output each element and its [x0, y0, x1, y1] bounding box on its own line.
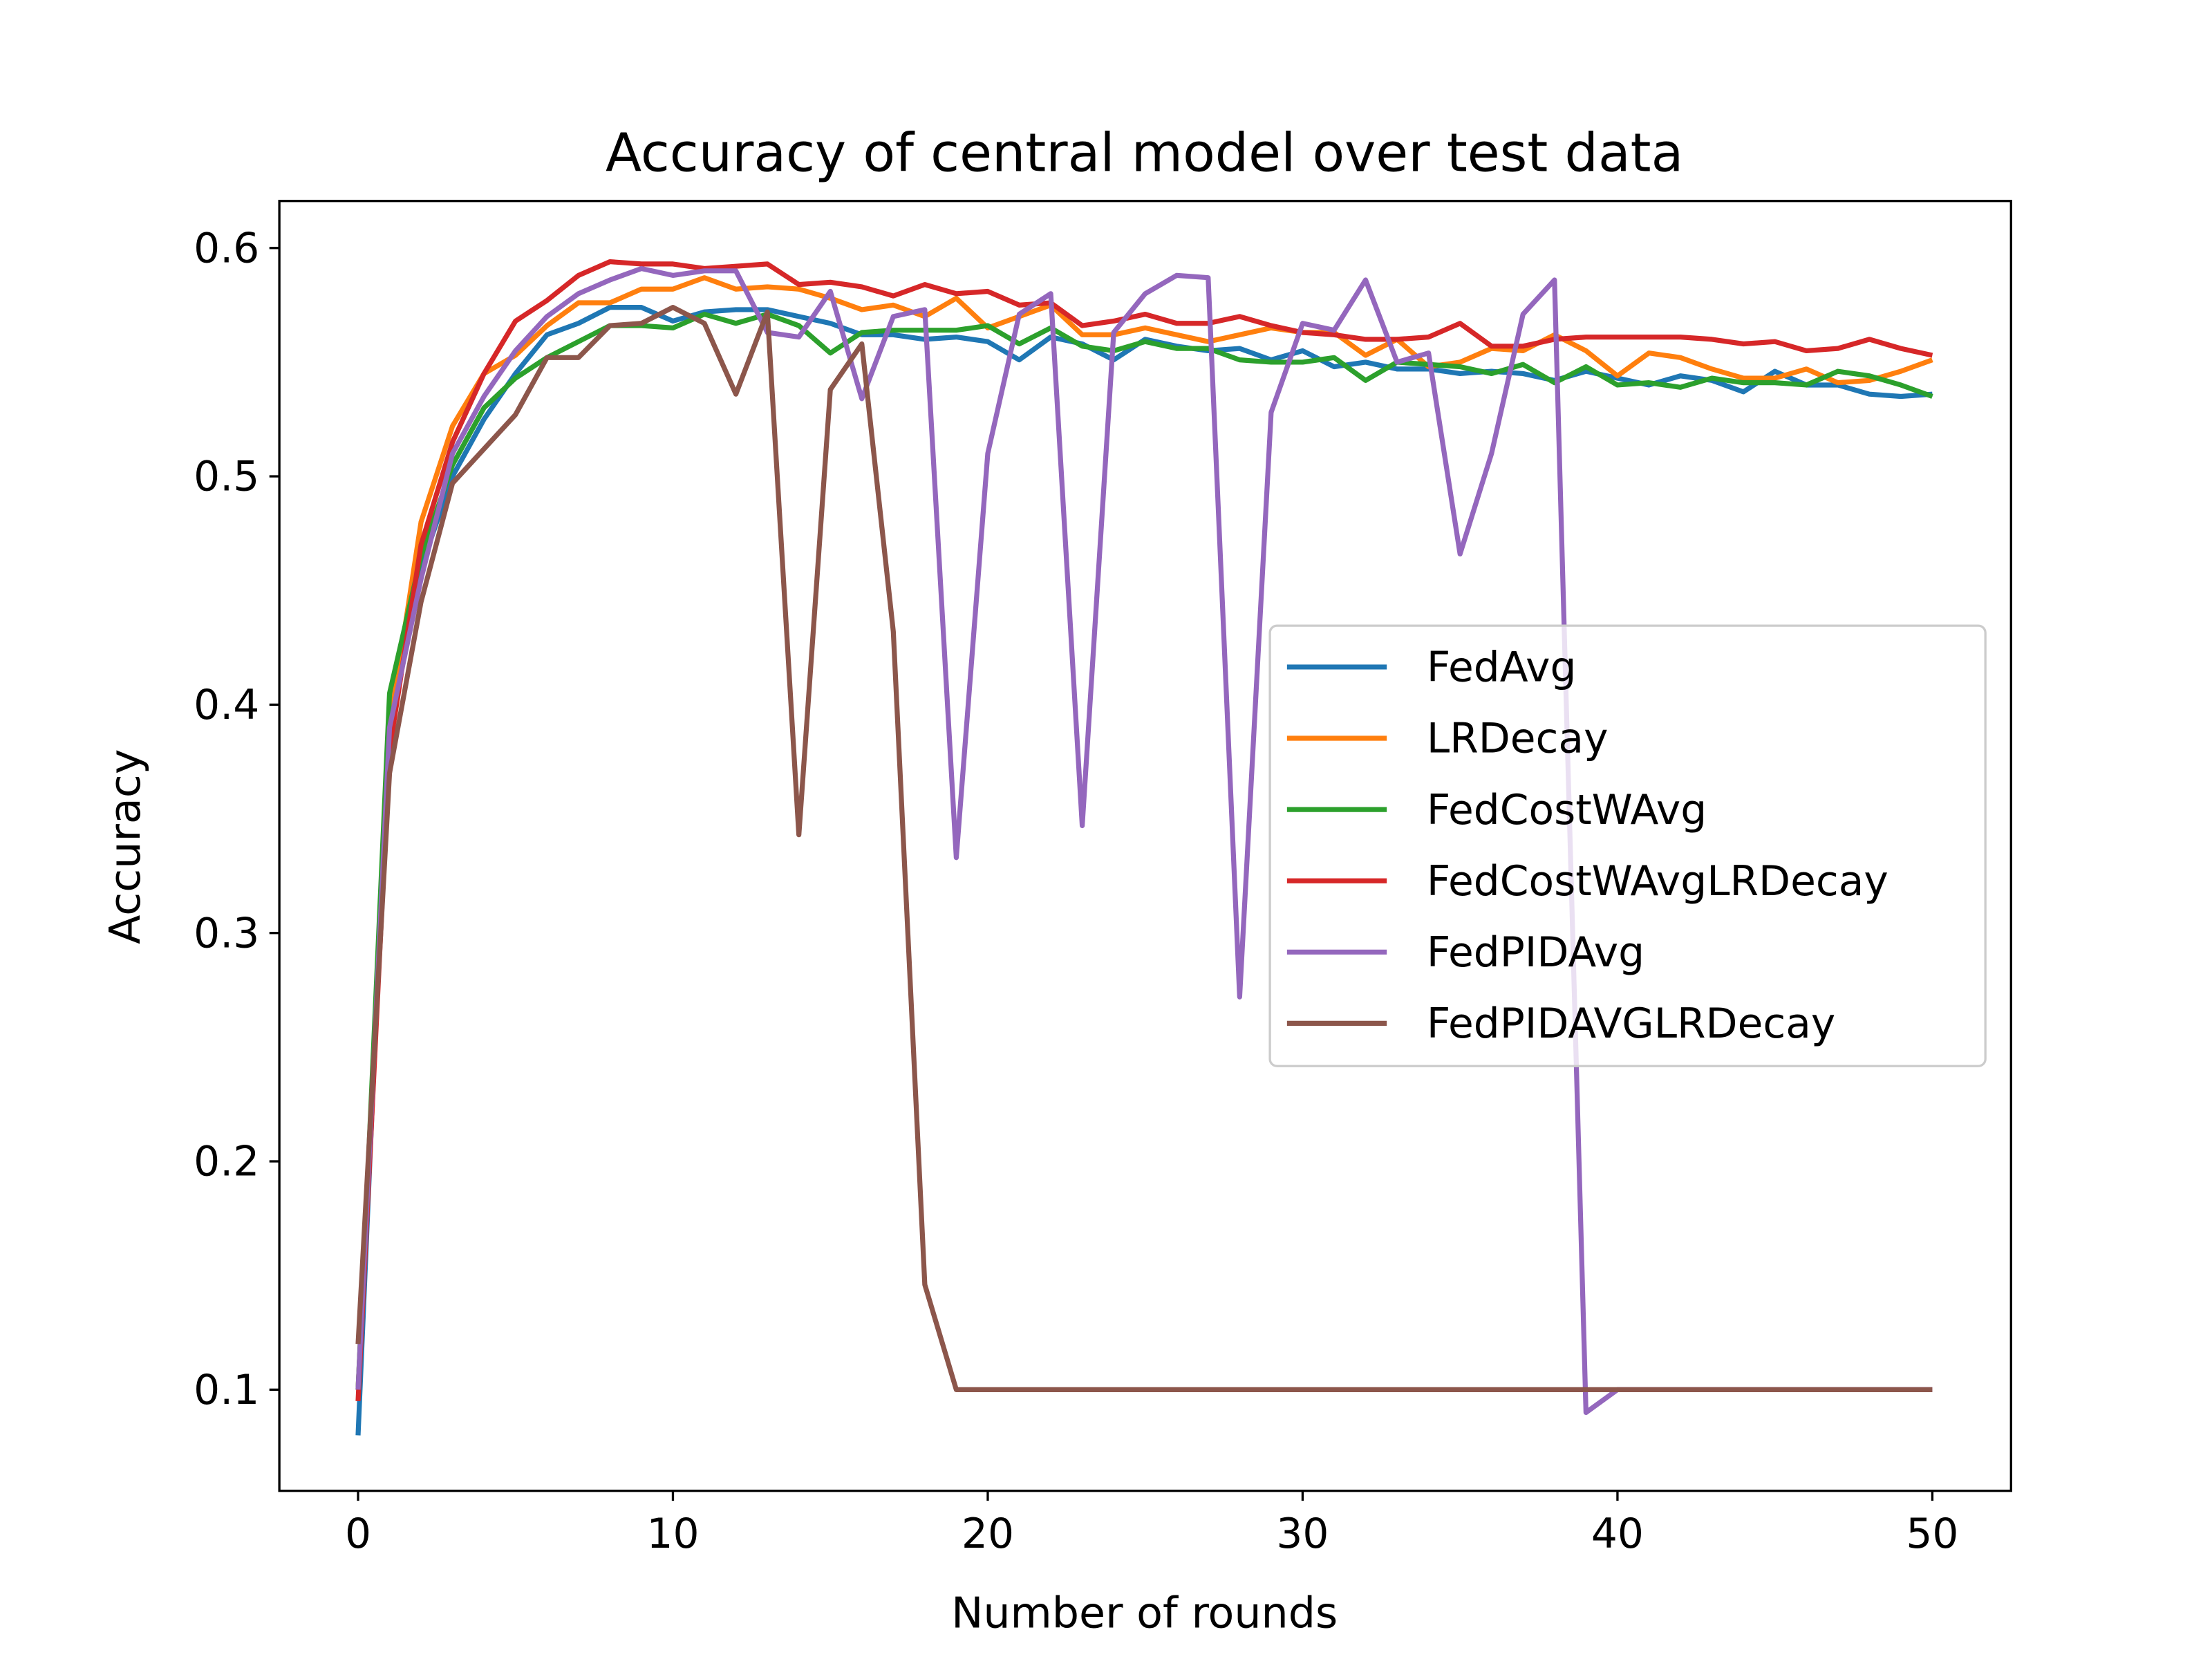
y-tick-label: 0.4	[194, 682, 259, 729]
x-tick-label: 20	[962, 1510, 1014, 1558]
legend-label: FedPIDAVGLRDecay	[1427, 1000, 1835, 1048]
y-tick-label: 0.5	[194, 453, 259, 501]
legend-label: FedCostWAvg	[1427, 787, 1707, 834]
x-tick-label: 30	[1276, 1510, 1329, 1558]
x-axis-label: Number of rounds	[951, 1588, 1338, 1638]
x-tick-label: 0	[345, 1510, 371, 1558]
y-tick-label: 0.2	[194, 1138, 259, 1186]
y-tick-label: 0.3	[194, 910, 259, 957]
axes-frame	[278, 200, 2012, 1492]
chart-title: Accuracy of central model over test data	[606, 122, 1683, 183]
legend-box	[1268, 624, 1987, 1067]
series-line	[355, 259, 1933, 1402]
x-tick-label: 40	[1591, 1510, 1644, 1558]
legend-label: FedAvg	[1427, 644, 1577, 692]
series-line	[355, 275, 1933, 1390]
series-line	[355, 305, 1933, 1392]
y-tick-label: 0.6	[194, 225, 259, 272]
y-tick-label: 0.1	[194, 1367, 259, 1414]
x-tick-label: 10	[646, 1510, 699, 1558]
y-axis-label: Accuracy	[100, 749, 150, 944]
legend-label: LRDecay	[1427, 715, 1609, 763]
legend-label: FedPIDAvg	[1427, 929, 1644, 977]
x-tick-label: 50	[1906, 1510, 1958, 1558]
legend-label: FedCostWAvgLRDecay	[1427, 858, 1888, 906]
